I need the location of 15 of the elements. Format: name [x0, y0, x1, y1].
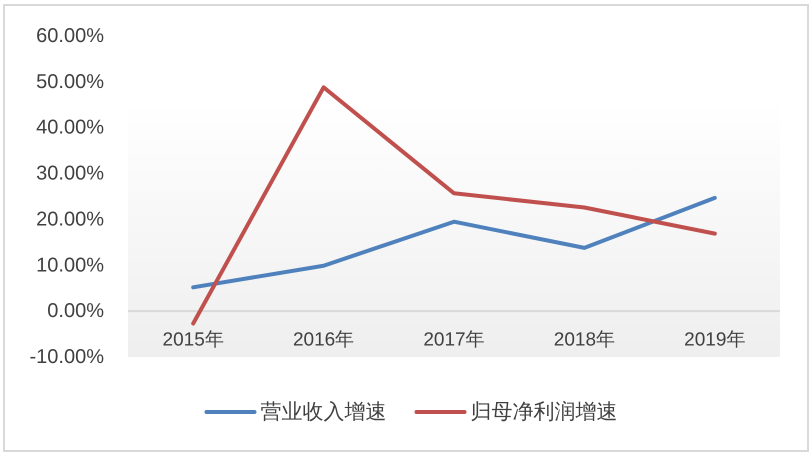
x-tick-label: 2016年	[292, 330, 354, 351]
y-tick-label: 50.00%	[36, 70, 104, 93]
y-tick-label: 20.00%	[36, 208, 104, 230]
y-tick-label: -10.00%	[30, 346, 104, 368]
x-tick-label: 2019年	[684, 330, 746, 351]
y-tick-label: 0.00%	[47, 300, 104, 322]
y-tick-label: 30.00%	[36, 162, 104, 185]
y-tick-label: 10.00%	[36, 254, 104, 276]
legend-label: 营业收入增速	[260, 400, 386, 424]
x-tick-label: 2015年	[162, 330, 224, 351]
y-tick-label: 60.00%	[36, 25, 104, 47]
legend-label: 归母净利润增速	[470, 400, 618, 424]
y-tick-label: 40.00%	[36, 116, 104, 139]
x-tick-label: 2017年	[423, 330, 485, 351]
x-tick-label: 2018年	[554, 330, 616, 351]
